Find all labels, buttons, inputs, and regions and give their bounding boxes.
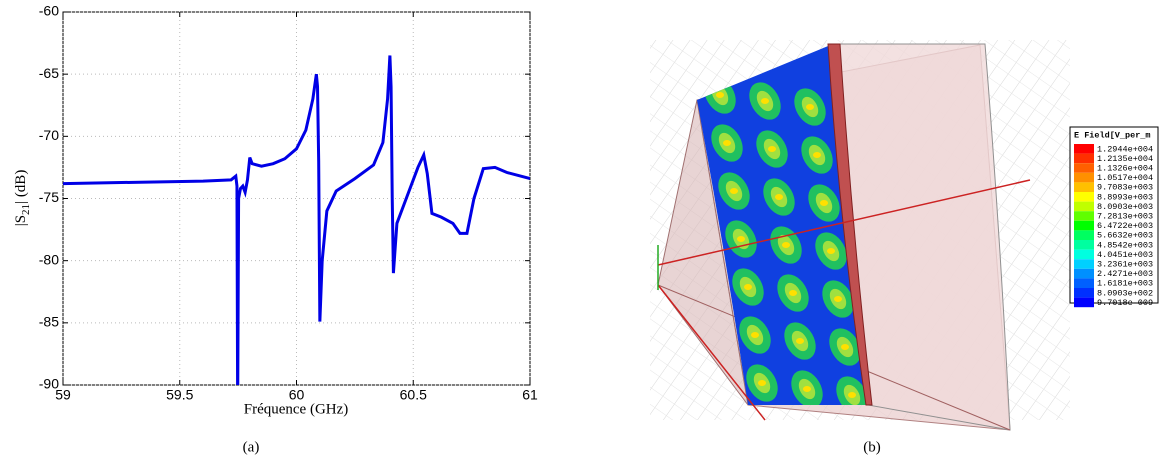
field-image: [650, 40, 1070, 431]
y-tick-label: -85: [39, 314, 59, 330]
legend-label: 8.8993e+003: [1097, 192, 1153, 202]
field-region: [697, 44, 868, 405]
field-blob: [789, 290, 797, 296]
y-tick-label: -80: [39, 251, 59, 267]
legend-swatch: [1074, 163, 1094, 173]
x-tick-label: 60.5: [400, 387, 427, 403]
field-blob: [758, 380, 766, 386]
x-axis-label: Fréquence (GHz): [244, 401, 349, 417]
field-blob: [820, 200, 828, 206]
x-tick-label: 60: [289, 387, 305, 403]
y-tick-label: -75: [39, 189, 59, 205]
legend-label: 8.0903e+002: [1097, 288, 1153, 298]
field-blob: [834, 296, 842, 302]
field-blob: [796, 338, 804, 344]
x-tick-label: 61: [522, 387, 538, 403]
y-tick-label: -65: [39, 65, 59, 81]
legend-swatch: [1074, 288, 1094, 298]
legend-label: 8.0903e+003: [1097, 202, 1153, 212]
legend-swatch: [1074, 259, 1094, 269]
wall-strip: [827, 43, 873, 406]
field-blob: [775, 194, 783, 200]
legend-label: 9.7018e-009: [1097, 298, 1153, 308]
legend-swatch: [1074, 201, 1094, 212]
legend-swatch: [1074, 240, 1094, 250]
x-tick-label: 59: [55, 387, 71, 403]
field-blob: [782, 242, 790, 248]
y-axis-label: |S21| (dB): [13, 170, 31, 227]
caption: (b): [863, 439, 881, 455]
legend: 1.2944e+0041.2135e+0041.1326e+0041.0517e…: [1074, 144, 1153, 308]
y-label-sub: 21: [20, 204, 32, 215]
field-blob: [803, 386, 811, 392]
legend-swatch: [1074, 172, 1094, 183]
legend-swatch: [1074, 144, 1094, 154]
field-blob: [723, 140, 731, 146]
caption: (a): [243, 439, 260, 455]
legend-label: 3.2361e+003: [1097, 259, 1153, 269]
legend-swatch: [1074, 268, 1094, 279]
y-label-part: | (dB): [13, 170, 29, 204]
field-blob: [716, 92, 724, 98]
y-label-part: |S: [13, 215, 29, 226]
axis-line: [657, 284, 766, 421]
legend-label: 1.0517e+004: [1097, 173, 1153, 183]
field-blob: [744, 284, 752, 290]
legend-swatch: [1074, 249, 1094, 260]
field-blob: [848, 392, 856, 398]
field-blob: [768, 146, 776, 152]
field-blob: [737, 236, 745, 242]
plot-frame: [62, 11, 531, 386]
field-blob: [813, 152, 821, 158]
y-tick-label: -70: [39, 127, 59, 143]
y-tick-label: -60: [39, 3, 59, 19]
legend-label: 9.7083e+003: [1097, 183, 1153, 193]
field-blob: [730, 188, 738, 194]
x-tick-label: 59.5: [166, 387, 193, 403]
legend-title: E Field[V_per_m: [1074, 130, 1151, 140]
legend-label: 2.4271e+003: [1097, 269, 1153, 279]
data-line: [63, 55, 530, 385]
legend-label: 7.2813e+003: [1097, 211, 1153, 221]
legend-swatch: [1074, 192, 1094, 202]
legend-swatch: [1074, 230, 1094, 240]
legend-swatch: [1074, 153, 1094, 164]
field-blob: [761, 98, 769, 104]
legend-label: 1.1326e+004: [1097, 163, 1153, 173]
ticks: 59 59.5 60 60.5 61 -90 -85 -80 -75 -70 -65 -60: [39, 3, 538, 403]
axis-line: [657, 179, 1031, 266]
field-blob: [841, 344, 849, 350]
legend-swatch: [1074, 211, 1094, 221]
y-tick-label: -90: [39, 376, 59, 392]
legend-label: 6.4722e+003: [1097, 221, 1153, 231]
legend-swatch: [1074, 182, 1094, 192]
legend-label: 1.2944e+004: [1097, 144, 1153, 154]
legend-label: 5.6632e+003: [1097, 231, 1153, 241]
field-blobs: [704, 76, 868, 405]
field-blob: [827, 248, 835, 254]
legend-swatch: [1074, 278, 1094, 288]
box-face: [657, 99, 749, 406]
legend-label: 1.6181e+003: [1097, 279, 1153, 289]
legend-swatch: [1074, 220, 1094, 231]
legend-label: 4.8542e+003: [1097, 240, 1153, 250]
legend-label: 4.0451e+003: [1097, 250, 1153, 260]
legend-label: 1.2135e+004: [1097, 154, 1153, 164]
field-blob: [806, 104, 814, 110]
field-blob: [751, 332, 759, 338]
legend-swatch: [1074, 297, 1094, 308]
